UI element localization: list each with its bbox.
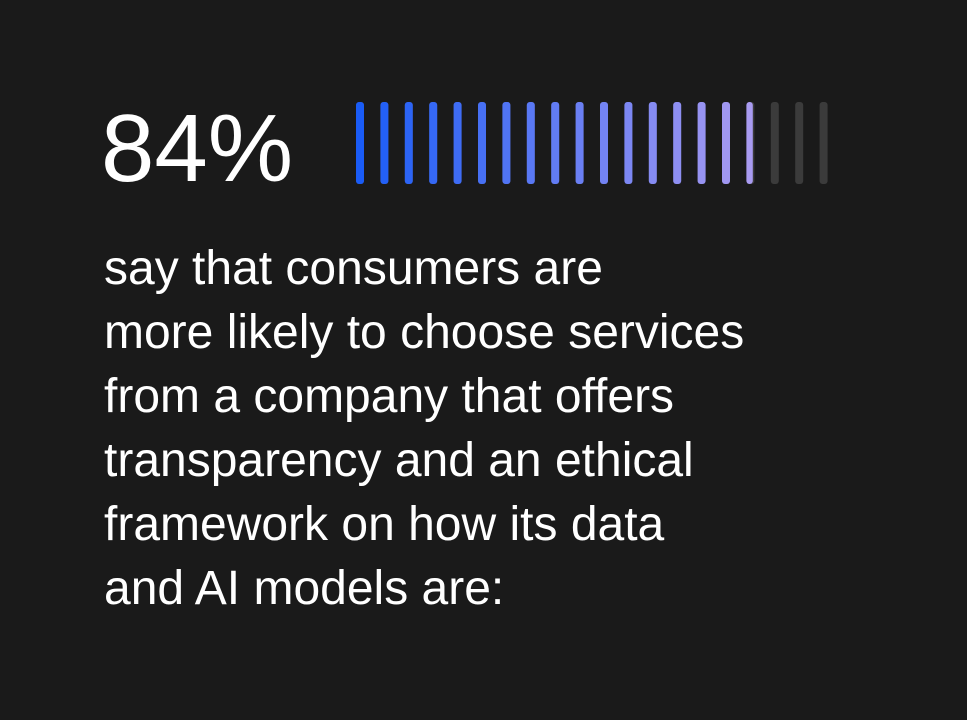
progress-segment bbox=[356, 102, 364, 184]
description-line: say that consumers are bbox=[104, 242, 603, 295]
progress-segment bbox=[722, 102, 730, 184]
description-line: framework on how its data bbox=[104, 498, 665, 551]
track-segment bbox=[819, 102, 828, 184]
progress-segment bbox=[600, 102, 608, 184]
progress-segment bbox=[746, 102, 753, 184]
progress-segment bbox=[551, 102, 560, 184]
stat-value: 84% bbox=[101, 95, 293, 202]
progress-segment bbox=[478, 102, 486, 184]
progress-segment bbox=[575, 102, 584, 184]
progress-segment bbox=[404, 102, 413, 184]
progress-segment bbox=[453, 102, 462, 184]
description-line: from a company that offers bbox=[104, 370, 674, 423]
progress-segment bbox=[697, 102, 706, 184]
description-line: more likely to choose services bbox=[104, 306, 744, 359]
description-line: transparency and an ethical bbox=[104, 434, 694, 487]
progress-segment bbox=[429, 102, 438, 184]
progress-segment bbox=[502, 102, 511, 184]
track-segment bbox=[795, 102, 804, 184]
progress-segment bbox=[673, 102, 682, 184]
progress-segment bbox=[526, 102, 535, 184]
track-segment bbox=[770, 102, 779, 184]
progress-segment bbox=[624, 102, 633, 184]
progress-segment bbox=[648, 102, 657, 184]
progress-segment bbox=[380, 102, 389, 184]
description-line: and AI models are: bbox=[104, 562, 504, 615]
